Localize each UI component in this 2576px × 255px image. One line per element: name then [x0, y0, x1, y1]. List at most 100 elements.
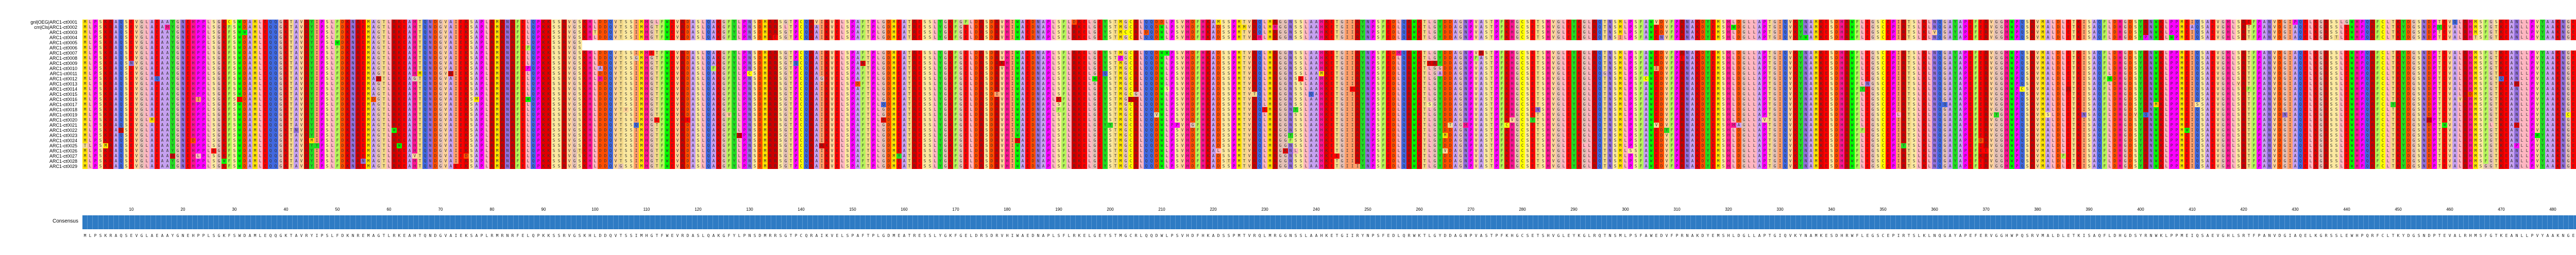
residue: A — [1757, 61, 1762, 66]
residue: N — [1365, 56, 1370, 61]
residue: K — [1793, 56, 1798, 61]
residue: S — [1298, 25, 1303, 30]
residue: A — [2550, 61, 2555, 66]
residue: E — [1978, 50, 1984, 56]
sequence-name[interactable]: ARC1-ct0028 — [49, 159, 77, 164]
sequence-name[interactable]: ARC1-ct0005 — [49, 40, 77, 45]
sequence-name[interactable]: ARC1-ct0022 — [49, 128, 77, 133]
sequence-name[interactable]: ARC1-ct0027 — [49, 154, 77, 159]
sequence-name[interactable]: ARC1-ct0003 — [49, 30, 77, 35]
residue: P — [1118, 56, 1123, 61]
residue: Y — [1953, 35, 1958, 40]
residue: S — [1226, 30, 1231, 35]
sequence-name[interactable]: ARC1-ct0004 — [49, 35, 77, 40]
sequence-name[interactable]: ARC1-ct0006 — [49, 45, 77, 50]
residue: T — [1242, 50, 1247, 56]
residue: T — [289, 56, 294, 61]
residue: S — [752, 76, 757, 81]
residue: S — [551, 20, 556, 25]
residue: R — [2463, 66, 2468, 71]
sequence-name[interactable]: ARC1-ct0012 — [49, 76, 77, 81]
residue: R — [500, 25, 505, 30]
residue: L — [1262, 35, 1267, 40]
sequence-name[interactable]: ARC1-ct0007 — [49, 50, 77, 56]
sequence-name[interactable]: ARC1-ct0015 — [49, 92, 77, 97]
residue: T — [1535, 71, 1540, 76]
residue: E — [1968, 66, 1973, 71]
sequence-name[interactable]: ARC1-ct0017 — [49, 102, 77, 107]
residue: L — [1561, 35, 1566, 40]
residue: P — [1468, 56, 1473, 61]
residue: M — [495, 76, 500, 81]
residue: P — [1494, 61, 1499, 66]
residue: A — [247, 40, 252, 45]
sequence-name[interactable]: ARC1-ct0029 — [49, 164, 77, 169]
sequence-name[interactable]: ARC1-ct0019 — [49, 112, 77, 117]
residue: W — [2009, 66, 2014, 71]
sequence-name[interactable]: gnl|OEG|ARC1-ct0001 — [30, 20, 77, 25]
residue: L — [88, 61, 93, 66]
residue: G — [1870, 56, 1875, 61]
residue: W — [1412, 61, 1417, 66]
sequence-name[interactable]: ARC1-ct0021 — [49, 123, 77, 128]
sequence-name[interactable]: ARC1-ct0025 — [49, 143, 77, 148]
residue: E — [1097, 56, 1103, 61]
sequence-name[interactable]: ARC1-ct0013 — [49, 81, 77, 87]
residue: G — [376, 66, 381, 71]
residue: G — [1458, 71, 1463, 76]
sequence-name[interactable]: ARC1-ct0026 — [49, 148, 77, 154]
residue: G — [175, 71, 180, 76]
sequence-name[interactable]: ARC1-ct0018 — [49, 107, 77, 112]
residue: N — [2267, 71, 2272, 76]
sequence-name[interactable]: cm|Cls|ARC1-ct0002 — [34, 25, 77, 30]
residue: K — [2159, 35, 2164, 40]
residue: L — [386, 76, 392, 81]
residue: E — [2504, 30, 2509, 35]
sequence-name[interactable]: ARC1-ct0016 — [49, 97, 77, 102]
residue: P — [793, 30, 799, 35]
sequence-name[interactable]: ARC1-ct0023 — [49, 133, 77, 138]
residue: P — [1046, 25, 1051, 30]
sequence-name[interactable]: ARC1-ct0011 — [49, 71, 77, 76]
sequence-name[interactable]: ARC1-ct0020 — [49, 117, 77, 123]
residue: K — [1417, 25, 1422, 30]
sequence-name[interactable]: ARC1-ct0010 — [49, 66, 77, 71]
residue: A — [1643, 25, 1649, 30]
residue: N — [747, 20, 752, 25]
residue: T — [1422, 56, 1427, 61]
residue: Q — [706, 61, 711, 66]
residue: T — [1906, 25, 1911, 30]
residue: S — [2200, 20, 2205, 25]
residue: S — [1484, 61, 1489, 66]
residue: A — [814, 50, 819, 56]
residue: S — [211, 66, 216, 71]
residue: K — [1819, 50, 1824, 56]
residue: G — [1556, 35, 1561, 40]
sequence-name[interactable]: ARC1-ct0014 — [49, 87, 77, 92]
residue: D — [1190, 35, 1195, 40]
sequence-name[interactable]: ARC1-ct0009 — [49, 61, 77, 66]
residue: K — [1077, 61, 1082, 66]
residue: M — [82, 61, 88, 66]
residue: A — [1020, 56, 1025, 61]
sequence-name[interactable]: ARC1-ct0024 — [49, 138, 77, 143]
residue: R — [108, 40, 113, 45]
residue: H — [1319, 76, 1324, 81]
residue: S — [2087, 35, 2092, 40]
residue: P — [319, 66, 325, 71]
residue: D — [2406, 71, 2411, 76]
sequence-name[interactable]: ARC1-ct0008 — [49, 56, 77, 61]
residue: T — [2437, 66, 2442, 71]
